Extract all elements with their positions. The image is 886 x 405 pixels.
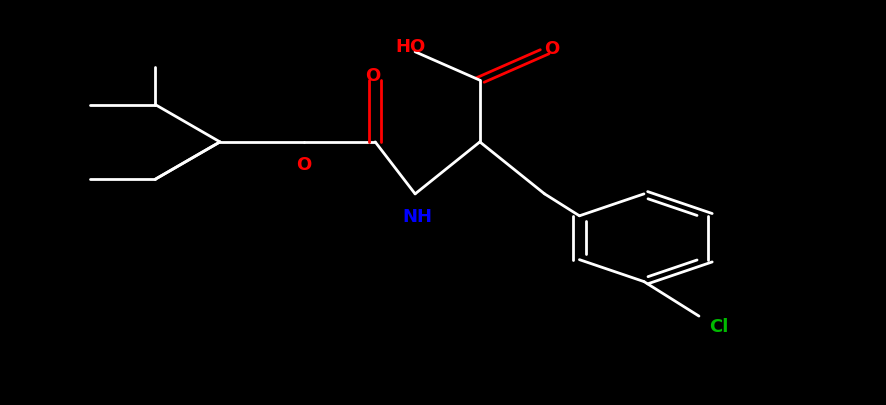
Text: HO: HO [395, 38, 425, 55]
Text: O: O [364, 67, 380, 85]
Text: O: O [296, 156, 312, 174]
Text: Cl: Cl [708, 318, 727, 335]
Text: O: O [543, 40, 559, 58]
Text: NH: NH [402, 208, 432, 226]
